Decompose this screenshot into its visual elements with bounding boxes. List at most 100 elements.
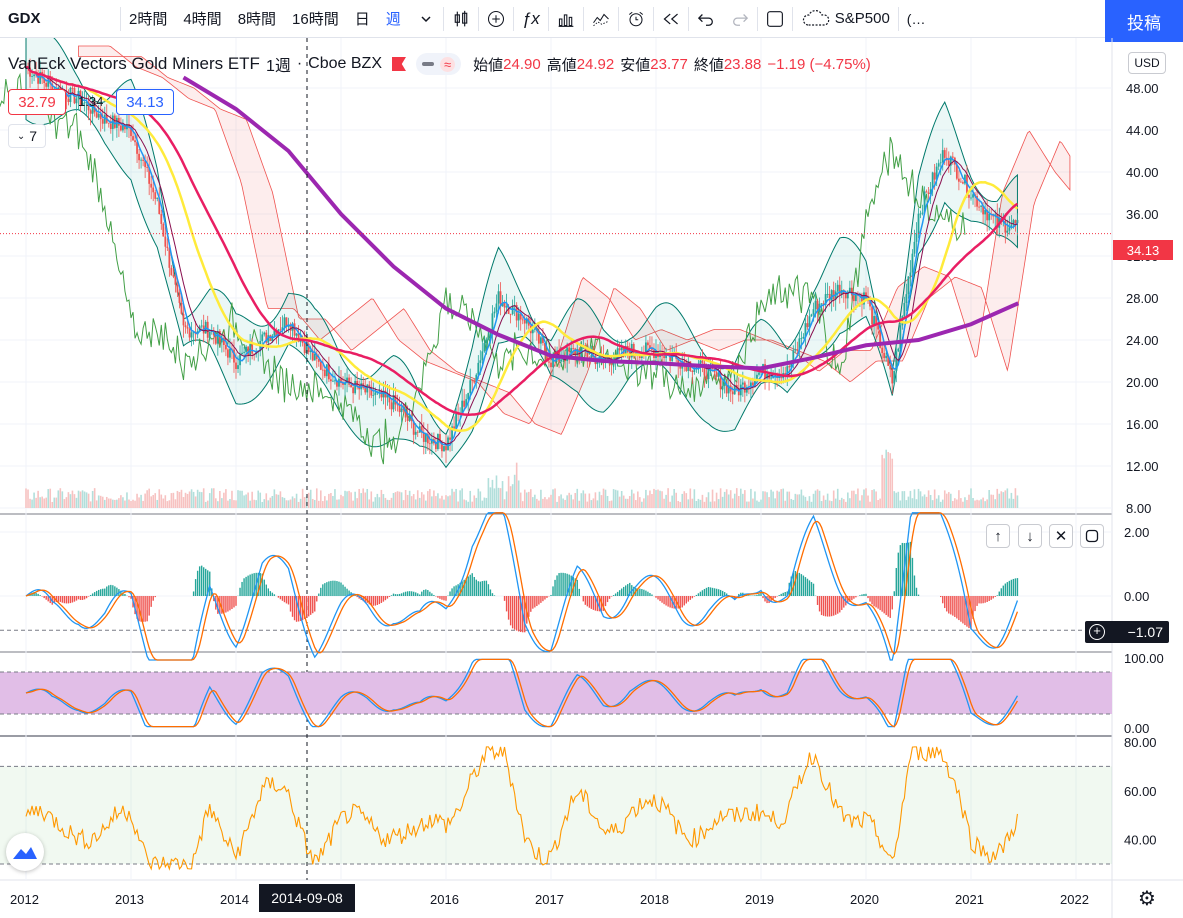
volume-bar — [945, 493, 948, 508]
candle-body — [972, 194, 974, 198]
indicators-collapse-button[interactable]: ⌄ 7 — [8, 124, 46, 148]
volume-bar — [637, 491, 639, 508]
candle-body — [235, 362, 237, 369]
undo-icon[interactable] — [689, 0, 723, 38]
volume-bar — [372, 501, 375, 508]
volume-bar — [564, 499, 566, 508]
macd-histogram-bar — [564, 573, 566, 596]
macd-histogram-bar — [483, 580, 486, 596]
indicators-fx-icon[interactable]: ƒx — [521, 8, 540, 28]
volume-bar — [558, 496, 560, 508]
volume-bar — [346, 491, 348, 508]
volume-bar — [27, 489, 29, 508]
volume-bar — [57, 490, 60, 508]
redo-icon[interactable] — [723, 0, 757, 38]
candle-body — [120, 125, 122, 131]
candle-body — [83, 102, 86, 104]
candle-body — [99, 113, 102, 120]
templates-bar-icon[interactable] — [549, 0, 583, 38]
compare-lines-icon[interactable] — [584, 0, 618, 38]
interval-2h[interactable]: 2時間 — [129, 11, 168, 28]
price-axis-tick: 20.00 — [1126, 375, 1159, 390]
close-icon[interactable]: ✕ — [1049, 524, 1073, 548]
macd-histogram-bar — [314, 596, 316, 612]
volume-bar — [469, 490, 472, 508]
volume-bar — [344, 490, 346, 508]
volume-bar — [921, 496, 924, 508]
chevron-down-icon[interactable] — [409, 0, 443, 38]
macd-histogram-bar — [540, 596, 542, 603]
interval-16h[interactable]: 16時間 — [292, 11, 339, 28]
candle-body — [414, 431, 417, 435]
volume-bar — [249, 500, 251, 508]
macd-histogram-bar — [966, 596, 968, 627]
interval-day[interactable]: 日 — [354, 11, 370, 28]
candle-body — [469, 380, 472, 394]
more-options-icon[interactable]: (… — [906, 10, 926, 27]
interval-8h[interactable]: 8時間 — [237, 11, 277, 28]
tradingview-logo-icon[interactable] — [6, 833, 44, 871]
currency-button[interactable]: USD — [1128, 52, 1166, 74]
symbol-search-button[interactable]: GDX — [8, 10, 41, 27]
candle-body — [855, 294, 857, 302]
post-button[interactable]: 投稿 — [1105, 0, 1183, 42]
volume-bar — [322, 501, 324, 508]
macd-value: −1.07 — [1127, 624, 1163, 640]
macd-histogram-bar — [217, 596, 219, 614]
candle-body — [275, 330, 278, 337]
flag-icon[interactable] — [391, 57, 406, 71]
volume-bar — [849, 498, 851, 508]
candle-body — [515, 305, 518, 321]
volume-bar — [364, 492, 367, 508]
add-compare-icon[interactable] — [479, 0, 513, 38]
volume-bar — [73, 494, 76, 508]
macd-histogram-bar — [780, 593, 782, 596]
volume-bar — [77, 490, 80, 508]
macd-histogram-bar — [909, 541, 912, 596]
volume-bar — [632, 493, 635, 508]
candle-body — [124, 125, 126, 130]
maximize-pane-icon[interactable] — [1080, 524, 1104, 548]
volume-bar — [509, 486, 512, 508]
volume-bar — [560, 494, 562, 508]
volume-bar — [661, 491, 663, 508]
volume-bar — [370, 491, 373, 508]
volume-bar — [178, 492, 181, 508]
compare-symbol-button[interactable]: S&P500 — [793, 0, 898, 38]
candle-body — [838, 284, 841, 295]
instrument-title: VanEck Vectors Gold Miners ETF — [8, 54, 260, 73]
candle-body — [968, 194, 970, 198]
volume-bar — [265, 493, 268, 508]
bid-price-box[interactable]: 32.79 — [8, 89, 66, 115]
interval-4h[interactable]: 4時間 — [183, 11, 222, 28]
chart-area[interactable]: 8.0012.0016.0020.0024.0028.0032.0036.004… — [0, 38, 1183, 918]
gear-icon[interactable]: ⚙ — [1138, 888, 1156, 910]
volume-bar — [562, 498, 564, 508]
volume-bar — [475, 497, 478, 508]
arrow-up-icon[interactable]: ↑ — [986, 524, 1010, 548]
approx-icon: ≈ — [439, 56, 456, 72]
macd-histogram-bar — [820, 596, 823, 616]
volume-bar — [380, 489, 383, 508]
ask-price-box[interactable]: 34.13 — [116, 89, 174, 115]
plus-circle-icon[interactable]: + — [1089, 624, 1105, 640]
macd-histogram-bar — [366, 596, 368, 603]
volume-bar — [939, 501, 942, 508]
interval-week[interactable]: 週 — [385, 11, 401, 28]
candle-type-icon[interactable] — [444, 0, 478, 38]
volume-bar — [309, 489, 312, 508]
alarm-clock-icon[interactable] — [619, 0, 653, 38]
arrow-down-icon[interactable]: ↓ — [1018, 524, 1042, 548]
fullscreen-square-icon[interactable] — [758, 0, 792, 38]
legend-toggle-pill[interactable]: ≈ — [415, 53, 462, 75]
candle-body — [560, 359, 562, 362]
volume-bar — [245, 494, 247, 508]
volume-bar — [628, 496, 631, 508]
volume-bar — [937, 495, 940, 508]
volume-bar — [764, 491, 766, 508]
macd-histogram-bar — [649, 593, 651, 596]
candle-body — [285, 317, 288, 327]
macd-histogram-bar — [756, 594, 758, 596]
replay-rewind-icon[interactable] — [654, 0, 688, 38]
volume-bar — [996, 488, 999, 508]
